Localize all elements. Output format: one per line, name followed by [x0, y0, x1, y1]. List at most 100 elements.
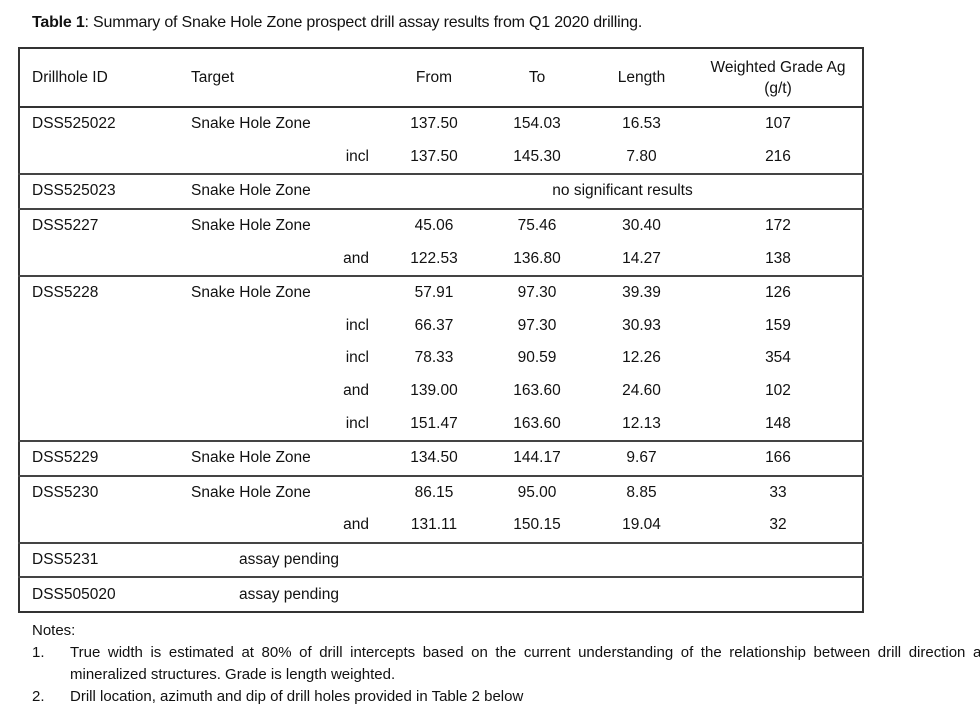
table-row: incl 78.33 90.59 12.26 354 — [19, 342, 863, 375]
qualifier-cell: incl — [345, 349, 369, 367]
target-cell: Snake Hole Zone — [179, 474, 383, 510]
table-row: incl 151.47 163.60 12.13 148 — [19, 407, 863, 441]
no-results-cell: no significant results — [383, 173, 863, 209]
header-target: Target — [179, 48, 383, 108]
to-cell: 145.30 — [513, 147, 561, 165]
from-cell: 45.06 — [383, 207, 485, 243]
length-cell: 19.04 — [622, 516, 661, 534]
to-cell: 97.30 — [485, 274, 589, 310]
table-row: and 122.53 136.80 14.27 138 — [19, 242, 863, 276]
assay-pending-cell: assay pending — [179, 541, 863, 578]
table-row: and 131.11 150.15 19.04 32 — [19, 509, 863, 543]
grade-cell: 166 — [694, 439, 863, 476]
note-number: 1. — [32, 644, 45, 661]
drillhole-id-cell: DSS5228 — [19, 274, 179, 310]
assay-pending-cell: assay pending — [179, 576, 863, 612]
length-cell: 30.40 — [589, 207, 694, 243]
grade-cell: 138 — [765, 249, 791, 267]
note-number: 2. — [32, 688, 45, 705]
from-cell: 151.47 — [410, 414, 458, 432]
note-item: 1. True width is estimated at 80% of dril… — [32, 642, 980, 686]
target-cell: Snake Hole Zone — [179, 274, 383, 310]
drillhole-id-cell — [19, 407, 179, 441]
grade-cell: 148 — [765, 414, 791, 432]
length-cell: 30.93 — [622, 316, 661, 334]
from-cell: 139.00 — [410, 382, 458, 400]
caption-text: : Summary of Snake Hole Zone prospect dr… — [84, 14, 643, 31]
grade-cell: 107 — [765, 115, 791, 133]
target-cell: Snake Hole Zone — [179, 207, 383, 243]
header-to: To — [485, 48, 589, 108]
table-caption: Table 1: Summary of Snake Hole Zone pros… — [32, 14, 642, 32]
grade-cell: 159 — [765, 316, 791, 334]
caption-label: Table 1 — [32, 14, 85, 31]
from-cell: 57.91 — [383, 274, 485, 310]
drillhole-id-cell — [19, 342, 179, 375]
from-cell: 137.50 — [410, 147, 458, 165]
table-row: DSS505020 assay pending — [19, 576, 863, 612]
header-weighted-grade: Weighted Grade Ag (g/t) — [694, 48, 863, 108]
qualifier-cell: and — [343, 516, 369, 534]
qualifier-cell: incl — [345, 414, 369, 432]
length-cell: 39.39 — [589, 274, 694, 310]
table-row: DSS5229 Snake Hole Zone 134.50 144.17 9.67 16… — [19, 439, 863, 476]
to-cell: 90.59 — [517, 349, 557, 367]
to-cell: 136.80 — [513, 249, 561, 267]
qualifier-cell: incl — [345, 147, 369, 165]
to-cell: 144.17 — [485, 439, 589, 476]
from-cell: 134.50 — [383, 439, 485, 476]
note-text: True width is estimated at 80% of drill … — [70, 644, 980, 683]
to-cell: 154.03 — [513, 115, 561, 133]
length-cell: 14.27 — [622, 249, 661, 267]
grade-cell: 354 — [765, 349, 791, 367]
from-cell: 86.15 — [383, 474, 485, 510]
length-cell: 8.85 — [589, 474, 694, 510]
from-cell: 66.37 — [414, 316, 454, 334]
qualifier-cell: and — [343, 382, 369, 400]
table-row: DSS525022 Snake Hole Zone 137.50 154.03 16.5… — [19, 107, 863, 141]
length-cell: 16.53 — [622, 115, 661, 133]
drillhole-id-cell — [19, 141, 179, 175]
length-cell: 7.80 — [626, 147, 657, 165]
note-item: 2. Drill location, azimuth and dip of dri… — [32, 686, 980, 708]
qualifier-cell: and — [343, 249, 369, 267]
grade-cell: 32 — [769, 516, 787, 534]
drillhole-id-cell: DSS505020 — [19, 576, 179, 612]
grade-cell: 33 — [694, 474, 863, 510]
header-from: From — [383, 48, 485, 108]
target-cell: Snake Hole Zone — [179, 439, 383, 476]
notes: Notes: 1. True width is estimated at 80% … — [32, 620, 980, 708]
to-cell: 150.15 — [513, 516, 561, 534]
table-row: incl 137.50 145.30 7.80 216 — [19, 141, 863, 175]
drillhole-id-cell: DSS5231 — [19, 541, 179, 578]
drillhole-id-cell: DSS5227 — [19, 207, 179, 243]
to-cell: 97.30 — [517, 316, 557, 334]
from-cell: 137.50 — [410, 115, 458, 133]
drillhole-id-cell — [19, 375, 179, 408]
drillhole-id-cell: DSS5230 — [19, 474, 179, 510]
length-cell: 12.26 — [622, 349, 661, 367]
table-row: incl 66.37 97.30 30.93 159 — [19, 310, 863, 343]
drillhole-id-cell — [19, 509, 179, 543]
table-row: DSS5227 Snake Hole Zone 45.06 75.46 30.40 172 — [19, 207, 863, 243]
header-length: Length — [589, 48, 694, 108]
notes-title: Notes: — [32, 622, 76, 639]
assay-results-table: Drillhole ID Target From To Length Weigh… — [18, 47, 864, 613]
to-cell: 163.60 — [513, 414, 561, 432]
grade-cell: 172 — [694, 207, 863, 243]
header-drillhole-id: Drillhole ID — [19, 48, 179, 108]
target-cell: Snake Hole Zone — [191, 115, 311, 133]
table-row: DSS5228 Snake Hole Zone 57.91 97.30 39.39 126 — [19, 274, 863, 310]
table-row: DSS5231 assay pending — [19, 541, 863, 578]
drillhole-id-cell: DSS5229 — [19, 439, 179, 476]
drillhole-id-cell: DSS525022 — [32, 115, 116, 133]
drillhole-id-cell — [19, 310, 179, 343]
table-body: DSS525022 Snake Hole Zone 137.50 154.03 16.5… — [19, 107, 863, 612]
qualifier-cell: incl — [345, 316, 369, 334]
from-cell: 131.11 — [410, 516, 458, 534]
header-row: Drillhole ID Target From To Length Weigh… — [19, 48, 863, 108]
drillhole-id-cell: DSS525023 — [19, 173, 179, 209]
to-cell: 75.46 — [485, 207, 589, 243]
to-cell: 95.00 — [485, 474, 589, 510]
grade-cell: 126 — [694, 274, 863, 310]
